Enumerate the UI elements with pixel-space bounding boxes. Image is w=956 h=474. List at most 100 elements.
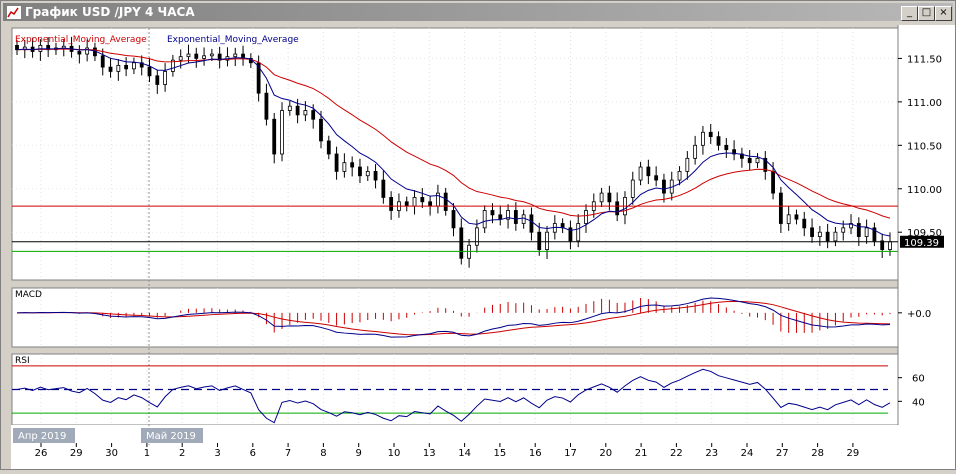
candle-body <box>778 192 783 224</box>
candle-body <box>708 131 713 138</box>
candle-body <box>607 192 612 203</box>
candle-body <box>342 162 347 172</box>
x-tick-label: 3 <box>214 448 220 459</box>
title-bar: График USD /JPY 4 ЧАСА _ □ × <box>3 3 953 21</box>
candle-body <box>233 53 238 58</box>
maximize-button[interactable]: □ <box>918 6 935 21</box>
x-tick-label: 2 <box>179 448 185 459</box>
candle-body <box>763 157 768 172</box>
rsi-level-label: 40 <box>912 397 925 408</box>
candle-body <box>77 51 82 55</box>
close-button[interactable]: × <box>935 6 952 21</box>
candle-body <box>498 214 503 220</box>
candle-body <box>537 231 542 250</box>
candle-body <box>630 179 635 198</box>
candle-body <box>716 136 721 146</box>
x-tick-label: 22 <box>670 448 683 459</box>
month-label-bg <box>13 428 75 443</box>
candle-body <box>810 227 814 237</box>
candle-body <box>638 166 643 181</box>
x-tick-label: 30 <box>105 448 118 459</box>
month-label: Май 2019 <box>146 431 196 442</box>
month-label: Апр 2019 <box>18 431 66 442</box>
x-tick-label: 28 <box>811 448 824 459</box>
candle-body <box>474 227 479 246</box>
candle-body <box>459 227 464 259</box>
candle-body <box>412 197 417 207</box>
x-tick-label: 13 <box>423 448 436 459</box>
candle-body <box>420 197 425 203</box>
x-tick-label: 26 <box>35 448 48 459</box>
macd-level-label: +0.0 <box>907 309 931 320</box>
x-tick-label: 23 <box>705 448 718 459</box>
y-tick-label: 110.00 <box>907 185 942 196</box>
legend-ema-slow: Exponential_Moving_Average <box>15 35 147 45</box>
x-tick-label: 29 <box>847 448 860 459</box>
rsi-line <box>16 368 891 424</box>
rsi-level-label: 60 <box>912 374 925 385</box>
panel-bg-2 <box>11 287 899 348</box>
candle-body <box>833 231 838 242</box>
candle-body <box>755 157 760 164</box>
x-tick-label: 7 <box>285 448 291 459</box>
candle-body <box>724 144 729 151</box>
chart-app-icon <box>6 5 22 20</box>
y-tick-label: 111.50 <box>907 54 942 65</box>
candle-body <box>303 110 308 116</box>
candle-body <box>389 197 394 211</box>
x-tick-label: 8 <box>320 448 326 459</box>
x-tick-label: 1 <box>144 448 150 459</box>
x-tick-label: 17 <box>564 448 577 459</box>
candle-body <box>163 71 167 85</box>
candle-body <box>568 227 573 242</box>
candle-body <box>856 223 861 237</box>
candle-body <box>599 192 604 203</box>
x-tick-label: 20 <box>599 448 612 459</box>
candle-body <box>506 210 510 220</box>
candle-body <box>264 92 269 120</box>
x-tick-label: 6 <box>250 448 256 459</box>
x-tick-label: 21 <box>635 448 648 459</box>
candle-body <box>529 214 534 233</box>
y-tick-label: 109.50 <box>907 228 942 239</box>
candle-body <box>108 66 113 72</box>
candle-body <box>350 162 355 168</box>
ema-slow-line <box>16 48 891 219</box>
candle-body <box>864 227 869 237</box>
candle-body <box>311 110 316 120</box>
candle-body <box>872 227 877 242</box>
rsi-title: RSI <box>15 356 30 366</box>
candle-body <box>178 56 183 61</box>
candle-body <box>202 55 206 59</box>
x-tick-label: 14 <box>458 448 471 459</box>
candle-body <box>155 75 160 85</box>
candle-body <box>186 53 191 58</box>
x-tick-label: 10 <box>388 448 401 459</box>
ema-fast-line <box>16 47 891 237</box>
current-price-tag <box>900 235 944 248</box>
candle-body <box>319 118 323 142</box>
x-tick-label: 9 <box>356 448 362 459</box>
candle-body <box>334 153 339 172</box>
candle-body <box>888 241 892 250</box>
minimize-button[interactable]: _ <box>901 6 918 21</box>
month-label-bg <box>141 428 203 443</box>
candle-body <box>482 210 487 229</box>
candle-body <box>685 157 690 172</box>
candle-body <box>280 110 284 155</box>
candle-body <box>15 44 19 51</box>
candle-body <box>100 55 105 68</box>
candle-body <box>646 166 651 177</box>
x-tick-label: 16 <box>529 448 542 459</box>
candle-body <box>521 214 526 224</box>
candle-body <box>545 231 549 250</box>
current-price-label: 109.39 <box>904 238 939 249</box>
window-title: График USD /JPY 4 ЧАСА <box>25 5 195 19</box>
candle-body <box>677 170 682 181</box>
candle-body <box>381 179 386 198</box>
candle-body <box>825 231 830 242</box>
candle-body <box>747 157 752 164</box>
macd-title: MACD <box>15 290 42 300</box>
candle-body <box>373 170 378 181</box>
